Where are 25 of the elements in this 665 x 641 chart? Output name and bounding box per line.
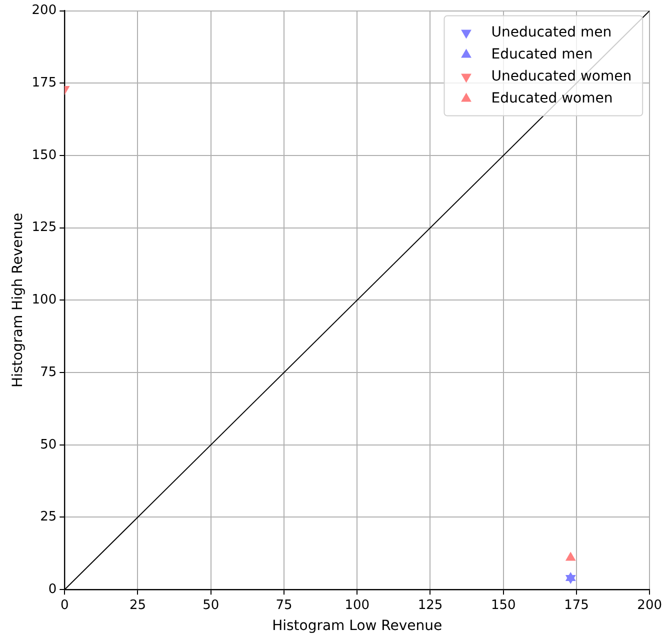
- legend-label: Uneducated women: [491, 68, 632, 84]
- y-tick-label: 25: [40, 510, 57, 525]
- x-tick-label: 75: [276, 598, 292, 613]
- y-axis-title: Histogram High Revenue: [10, 212, 26, 388]
- x-tick-label: 150: [490, 598, 516, 613]
- x-tick-label: 100: [344, 598, 370, 613]
- x-tick-label: 50: [202, 598, 220, 613]
- legend-label: Educated men: [491, 46, 593, 62]
- x-axis-title: Histogram Low Revenue: [272, 618, 442, 634]
- x-tick-label: 25: [129, 598, 146, 613]
- y-tick-label: 50: [40, 437, 57, 452]
- y-tick-label: 0: [48, 582, 57, 597]
- y-tick-label: 100: [32, 292, 57, 308]
- y-tick-label: 175: [32, 76, 57, 91]
- legend-label: Uneducated men: [491, 24, 612, 40]
- x-tick-label: 125: [418, 598, 443, 613]
- y-tick-label: 200: [32, 3, 57, 18]
- legend-label: Educated women: [491, 90, 613, 106]
- y-tick-label: 150: [32, 148, 57, 163]
- x-tick-label: 175: [564, 598, 589, 613]
- y-tick-label: 125: [32, 220, 57, 236]
- x-tick-label: 200: [637, 598, 662, 613]
- y-tick-label: 75: [40, 364, 57, 380]
- x-tick-label: 0: [60, 598, 69, 613]
- point: [565, 552, 576, 561]
